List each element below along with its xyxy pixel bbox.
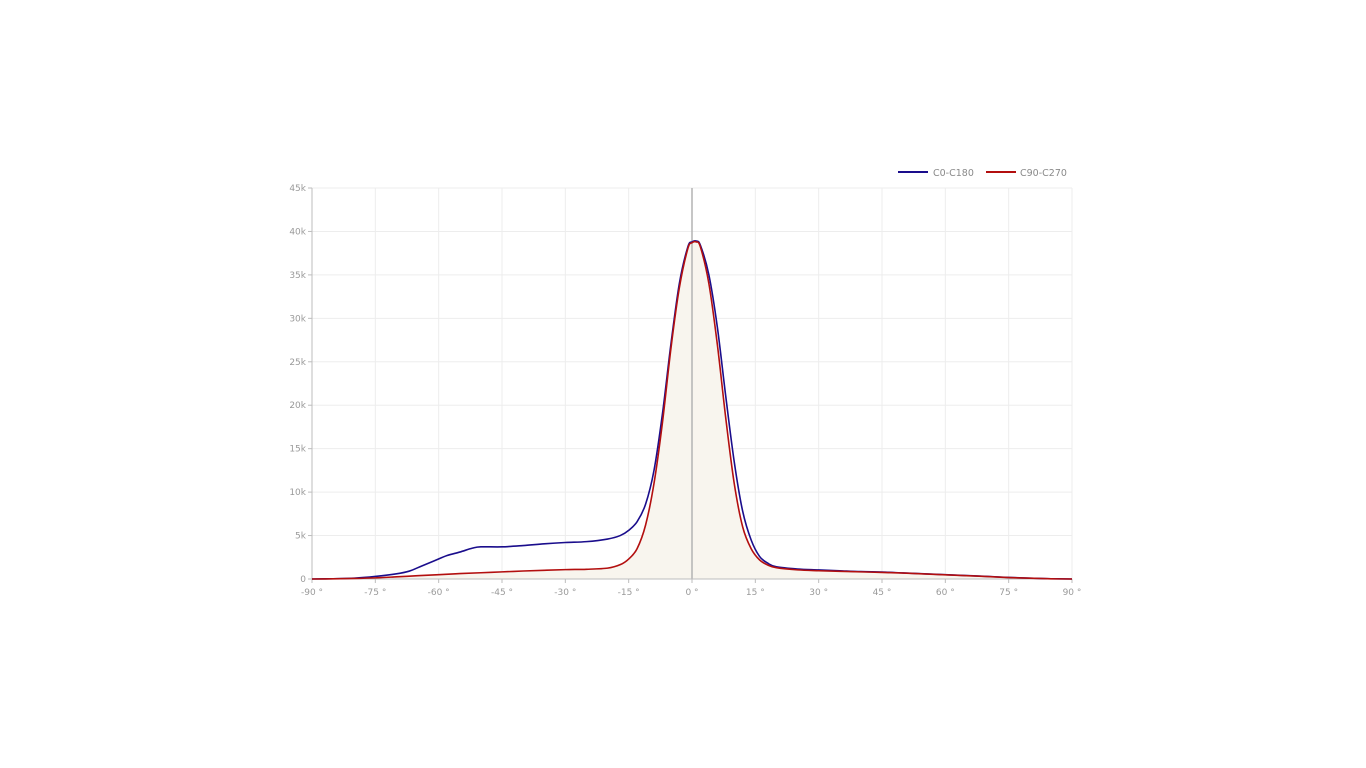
x-tick-label: 60 ° (936, 588, 955, 598)
x-tick-label: 75 ° (999, 588, 1018, 598)
x-tick-label: -90 ° (301, 588, 323, 598)
series-line-c90-c270 (311, 240, 1073, 580)
x-tick-label: 30 ° (809, 588, 828, 598)
x-tick-label: -15 ° (618, 588, 640, 598)
y-tick-label: 5k (295, 532, 307, 542)
legend: C0-C180 C90-C270 (898, 168, 1067, 179)
x-tick-label: 15 ° (746, 588, 765, 598)
legend-item-c90-c270[interactable]: C90-C270 (986, 168, 1067, 179)
y-tick-label: 10k (289, 488, 306, 498)
x-tick-label: -60 ° (428, 588, 450, 598)
x-tick-label: -30 ° (554, 588, 576, 598)
y-tick-label: 40k (289, 227, 306, 237)
x-tick-label: 0 ° (685, 588, 698, 598)
x-tick-label: -45 ° (491, 588, 513, 598)
x-tick-label: -75 ° (364, 588, 386, 598)
y-tick-label: 15k (289, 445, 306, 455)
y-tick-label: 0 (300, 575, 306, 585)
x-tick-label: 45 ° (873, 588, 892, 598)
legend-item-c0-c180[interactable]: C0-C180 (898, 168, 974, 179)
y-tick-label: 20k (289, 401, 306, 411)
series-lines (311, 239, 1073, 580)
y-tick-label: 45k (289, 184, 306, 194)
legend-label: C0-C180 (933, 168, 974, 179)
y-tick-label: 30k (289, 314, 306, 324)
x-tick-label: 90 ° (1063, 588, 1082, 598)
y-tick-label: 35k (289, 271, 306, 281)
legend-label: C90-C270 (1020, 168, 1067, 179)
y-tick-label: 25k (289, 358, 306, 368)
axes: 0 5k 10k 15k 20k 25k 30k 35k 40k 45k -90 ° -75 ° -60… (289, 184, 1081, 598)
